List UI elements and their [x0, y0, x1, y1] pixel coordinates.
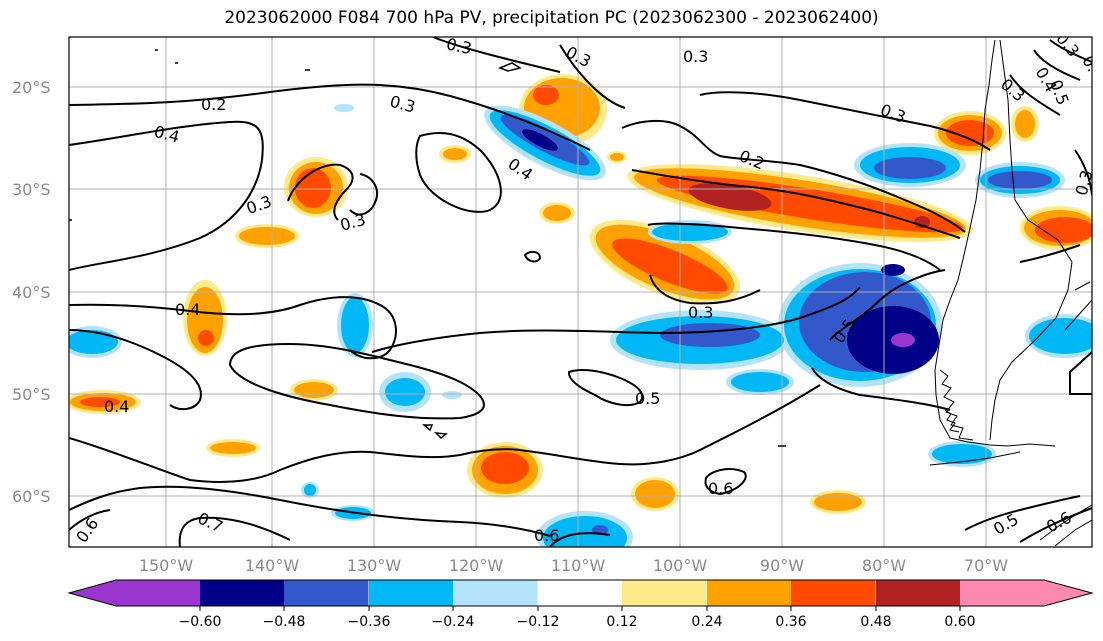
colorbar: −0.60 −0.48 −0.36 −0.24 −0.12 0.12 0.24 …: [67, 579, 1094, 630]
pv-label: 0.4: [175, 300, 200, 319]
pv-label: 0.3: [1072, 168, 1097, 198]
colorbar-tick-label: −0.60: [179, 614, 222, 630]
pv-label: 0.3: [688, 303, 713, 322]
lon-label-150w: 150°W: [139, 556, 194, 575]
colorbar-tick-label: 0.24: [691, 614, 722, 630]
lon-label-80w: 80°W: [862, 556, 906, 575]
colorbar-tick-label: 0.12: [606, 614, 637, 630]
lon-label-90w: 90°W: [760, 556, 804, 575]
lon-label-120w: 120°W: [449, 556, 504, 575]
colorbar-segment: [707, 580, 792, 606]
colorbar-segment: [453, 580, 538, 606]
colorbar-outline: [67, 579, 1094, 607]
colorbar-tick-label: 0.48: [860, 614, 891, 630]
colorbar-extend-high: [1044, 580, 1092, 606]
longitude-labels: 150°W 140°W 130°W 120°W 110°W 100°W 90°W…: [139, 556, 1008, 575]
coastline: [929, 39, 1092, 547]
map-title: 2023062000 F084 700 hPa PV, precipitatio…: [224, 8, 879, 28]
map-content: 0.2 0.2 0.3 0.3 0.3 0.3 0.3 0.3 0.3 0.3 …: [69, 34, 1097, 547]
pv-label: 0.2: [201, 95, 226, 114]
precip-negative-shading: [69, 104, 1092, 547]
colorbar-segment: [538, 580, 623, 606]
colorbar-tick-label: −0.36: [348, 614, 391, 630]
colorbar-segment: [876, 580, 961, 606]
pv-contours: [69, 37, 1092, 547]
pv-label: 0.4: [104, 397, 129, 416]
colorbar-segment: [622, 580, 707, 606]
colorbar-tick-label: −0.48: [263, 614, 306, 630]
colorbar-segment: [284, 580, 369, 606]
lat-label-40s: 40°S: [12, 283, 51, 302]
pv-label: 0.3: [683, 47, 708, 66]
latitude-labels: 20°S 30°S 40°S 50°S 60°S: [12, 78, 51, 506]
lat-label-30s: 30°S: [12, 180, 51, 199]
pv-label: 0.5: [635, 389, 660, 408]
lat-label-50s: 50°S: [12, 385, 51, 404]
pv-label: 0.6: [534, 526, 559, 545]
pv-label: 0.3: [445, 34, 474, 58]
colorbar-tick-label: 0.36: [775, 614, 806, 630]
colorbar-segment: [116, 580, 201, 606]
lon-label-70w: 70°W: [964, 556, 1008, 575]
graticule: [69, 37, 1092, 547]
lon-label-110w: 110°W: [551, 556, 606, 575]
lat-label-60s: 60°S: [12, 487, 51, 506]
lon-label-130w: 130°W: [347, 556, 402, 575]
colorbar-segment: [369, 580, 454, 606]
map-frame: [68, 36, 1093, 548]
colorbar-tick-label: 0.60: [944, 614, 975, 630]
colorbar-segment: [200, 580, 285, 606]
colorbar-segment: [791, 580, 876, 606]
colorbar-extend-low: [69, 580, 116, 606]
lon-label-100w: 100°W: [653, 556, 708, 575]
colorbar-tick-label: −0.12: [517, 614, 560, 630]
colorbar-segment: [960, 580, 1045, 606]
pv-label: 0.6: [708, 479, 733, 498]
colorbar-tick-label: −0.24: [432, 614, 475, 630]
lon-label-140w: 140°W: [245, 556, 300, 575]
lat-label-20s: 20°S: [12, 78, 51, 97]
